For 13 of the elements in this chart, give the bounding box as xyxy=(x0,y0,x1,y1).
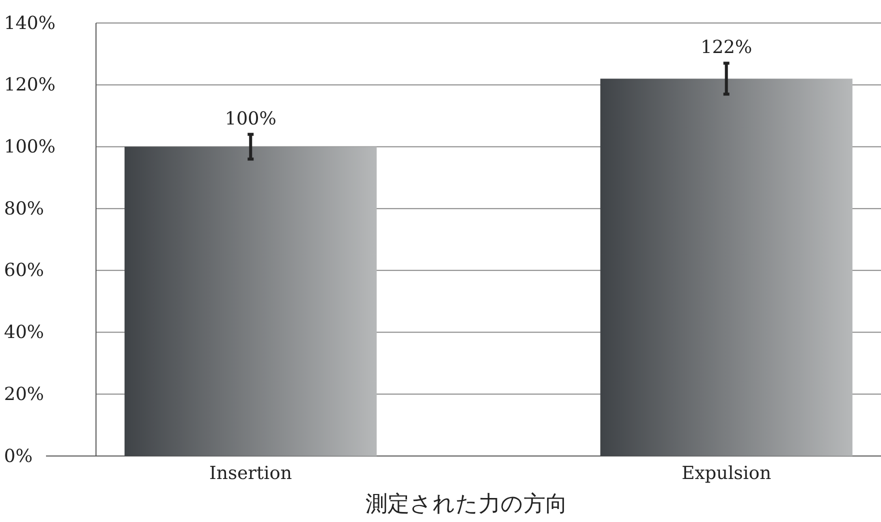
data-label: 122% xyxy=(700,37,752,58)
x-tick-label: Expulsion xyxy=(682,462,772,484)
data-label: 100% xyxy=(224,108,276,130)
y-tick-label: 0% xyxy=(4,446,33,467)
x-axis-title: 測定された力の方向 xyxy=(366,492,568,517)
y-tick-label: 80% xyxy=(4,198,44,220)
y-tick-label: 140% xyxy=(4,12,56,34)
y-tick-label: 20% xyxy=(4,384,44,405)
y-tick-label: 100% xyxy=(4,136,56,158)
y-tick-label: 60% xyxy=(4,260,44,282)
x-tick-label: Insertion xyxy=(209,462,292,484)
y-tick-label: 40% xyxy=(4,322,44,344)
y-tick-label: 120% xyxy=(4,74,56,96)
